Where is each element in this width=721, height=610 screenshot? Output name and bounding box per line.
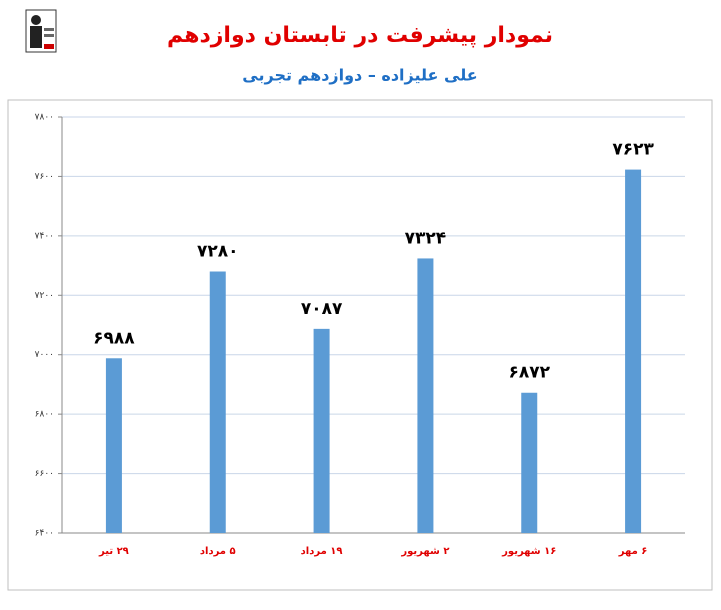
x-tick-label: ۲۹ تیر [98, 546, 129, 557]
y-tick-label: ۷۰۰۰ [35, 350, 54, 360]
x-tick-label: ۶ مهر [618, 546, 648, 557]
y-tick-label: ۶۴۰۰ [35, 529, 54, 539]
bar [313, 328, 330, 533]
bar [521, 392, 538, 533]
data-label: ۷۶۲۳ [612, 140, 654, 160]
bar [625, 169, 642, 533]
y-tick-label: ۷۲۰۰ [35, 291, 54, 301]
data-label: ۶۹۸۸ [93, 328, 135, 348]
y-tick-label: ۶۶۰۰ [35, 469, 54, 479]
x-tick-label: ۵ مرداد [200, 546, 236, 557]
y-tick-label: ۷۸۰۰ [35, 113, 54, 123]
data-label: ۷۲۸۰ [197, 242, 239, 262]
x-tick-label: ۱۶ شهریور [501, 546, 556, 557]
data-label: ۶۸۷۲ [508, 363, 550, 383]
chart-frame [7, 99, 713, 591]
data-label: ۷۳۲۴ [405, 228, 447, 248]
y-tick-label: ۷۴۰۰ [35, 231, 54, 241]
x-tick-label: ۱۹ مرداد [301, 546, 343, 557]
bar [209, 271, 226, 533]
bar [417, 258, 434, 533]
bar [105, 358, 122, 533]
chart-subtitle: علی علیزاده – دوازدهم تجربی [242, 66, 477, 85]
logo [25, 9, 57, 53]
data-label: ۷۰۸۷ [301, 299, 343, 319]
y-tick-label: ۷۶۰۰ [35, 172, 54, 182]
y-tick-label: ۶۸۰۰ [35, 410, 54, 420]
x-tick-label: ۲ شهریور [400, 546, 449, 557]
chart-title: نمودار پیشرفت در تابستان دوازدهم [167, 23, 553, 48]
